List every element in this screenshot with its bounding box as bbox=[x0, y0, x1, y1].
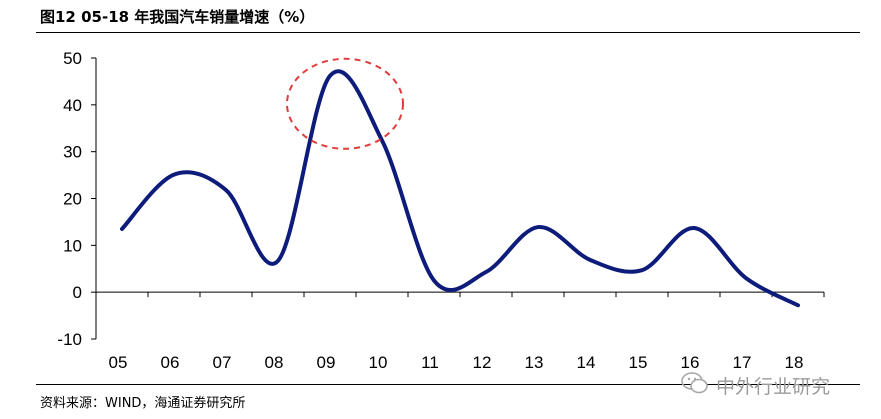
y-tick-label: 20 bbox=[63, 190, 82, 209]
y-tick-label: 50 bbox=[63, 49, 82, 68]
x-tick-label: 05 bbox=[109, 353, 128, 372]
y-tick-label: 10 bbox=[63, 236, 82, 255]
figure-title: 图12 05-18 年我国汽车销量增速（%） bbox=[40, 8, 315, 26]
x-tick-label: 18 bbox=[785, 353, 804, 372]
x-tick-label: 10 bbox=[369, 353, 388, 372]
y-tick-label: -10 bbox=[57, 330, 82, 349]
title-rule bbox=[36, 32, 860, 33]
chart-axes: -10 0 10 20 30 40 50 05 06 07 08 09 10 11 12 13 14 15 16 17… bbox=[57, 49, 825, 372]
y-tick-label: 30 bbox=[63, 143, 82, 162]
highlight-ellipse bbox=[286, 57, 404, 150]
y-tick-label: 40 bbox=[63, 96, 82, 115]
x-tick-label: 11 bbox=[421, 353, 439, 372]
x-tick-label: 09 bbox=[317, 353, 336, 372]
x-tick-label: 14 bbox=[577, 353, 596, 372]
x-tick-label: 07 bbox=[213, 353, 232, 372]
x-tick-label: 06 bbox=[161, 353, 180, 372]
x-tick-label: 12 bbox=[473, 353, 492, 372]
x-tick-label: 13 bbox=[525, 353, 544, 372]
watermark-text: 中外行业研究 bbox=[716, 376, 831, 398]
wechat-icon bbox=[681, 372, 708, 394]
y-tick-label: 0 bbox=[73, 283, 82, 302]
x-tick-label: 15 bbox=[629, 353, 648, 372]
x-tick-label: 17 bbox=[733, 353, 752, 372]
source-note: 资料来源：WIND，海通证券研究所 bbox=[40, 396, 246, 411]
chart-marks bbox=[120, 57, 800, 308]
series-line bbox=[120, 69, 800, 308]
source-rule bbox=[36, 384, 860, 385]
x-tick-label: 08 bbox=[265, 353, 284, 372]
x-tick-label: 16 bbox=[681, 353, 700, 372]
